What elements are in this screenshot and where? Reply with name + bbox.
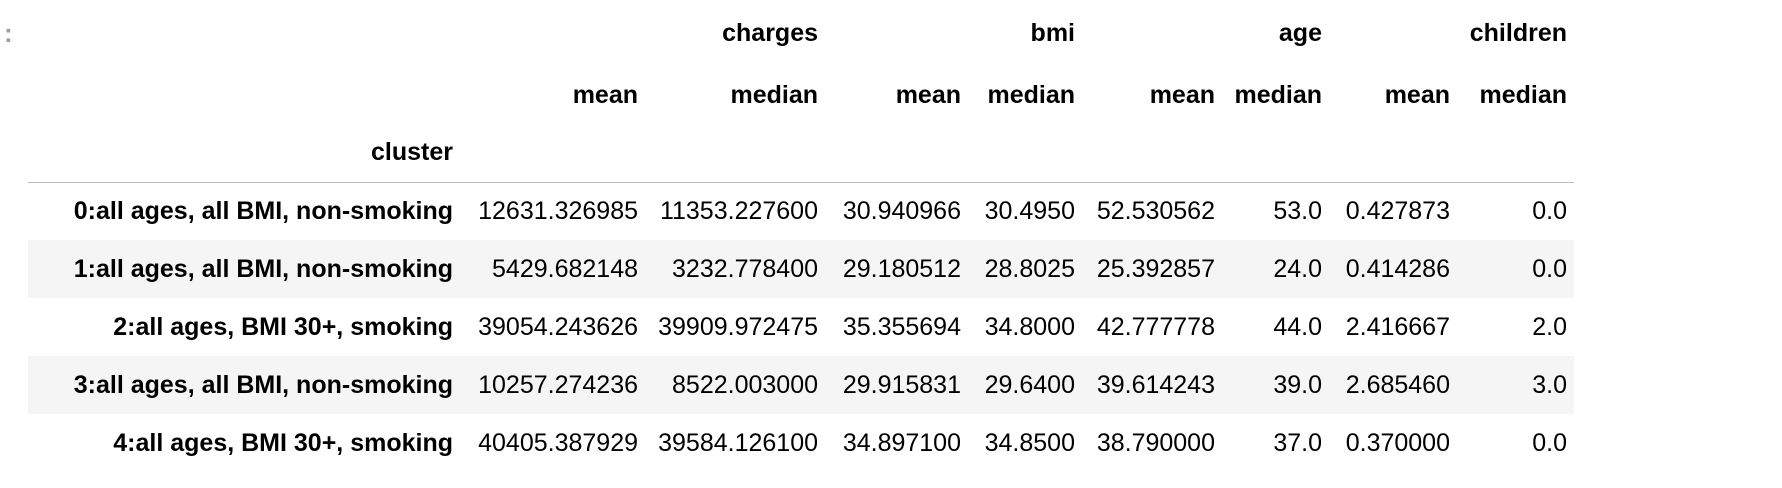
table-cell: 11353.227600 (659, 196, 818, 225)
header-stat: mean (1149, 80, 1215, 109)
row-index-label: 3:all ages, all BMI, non-smoking (73, 370, 453, 399)
table-cell: 39054.243626 (478, 312, 638, 341)
header-stat: mean (572, 80, 638, 109)
table-cell: 0.0 (1532, 428, 1567, 457)
header-empty (1457, 124, 1574, 183)
table-cell: 30.4950 (984, 196, 1075, 225)
header-empty (645, 124, 825, 183)
table-cell: 5429.682148 (492, 254, 638, 283)
header-blank (28, 0, 460, 66)
table-cell: 8522.003000 (672, 370, 818, 399)
table-cell: 52.530562 (1096, 196, 1215, 225)
table-cell: 35.355694 (842, 312, 961, 341)
table-cell: 39.0 (1273, 370, 1322, 399)
header-empty (1082, 124, 1222, 183)
table-cell: 0.370000 (1345, 428, 1450, 457)
table-cell: 39584.126100 (658, 428, 818, 457)
header-stat: median (1234, 80, 1322, 109)
column-group-header-row: charges bmi age children (28, 0, 1574, 66)
header-empty (460, 124, 645, 183)
header-group-children: children (1469, 18, 1567, 47)
table-cell: 39909.972475 (658, 312, 818, 341)
table-cell: 44.0 (1273, 312, 1322, 341)
table-cell: 34.897100 (842, 428, 961, 457)
header-group-charges: charges (722, 18, 818, 47)
index-name-header-row: cluster (28, 124, 1574, 183)
table-row: 0:all ages, all BMI, non-smoking 12631.3… (28, 182, 1574, 240)
table-cell: 34.8000 (984, 312, 1075, 341)
table-cell: 37.0 (1273, 428, 1322, 457)
table-row: 4:all ages, BMI 30+, smoking 40405.38792… (28, 414, 1574, 472)
table-row: 1:all ages, all BMI, non-smoking 5429.68… (28, 240, 1574, 298)
row-index-label: 1:all ages, all BMI, non-smoking (73, 254, 453, 283)
table-cell: 0.0 (1532, 196, 1567, 225)
table-cell: 29.915831 (842, 370, 961, 399)
header-empty (1222, 124, 1329, 183)
table-cell: 24.0 (1273, 254, 1322, 283)
table-cell: 40405.387929 (478, 428, 638, 457)
header-empty (825, 124, 968, 183)
header-stat: median (730, 80, 818, 109)
table-cell: 53.0 (1273, 196, 1322, 225)
header-stat: median (987, 80, 1075, 109)
table-cell: 30.940966 (842, 196, 961, 225)
header-stat: mean (895, 80, 961, 109)
output-prompt: : (4, 18, 13, 48)
table-cell: 29.180512 (842, 254, 961, 283)
table-cell: 12631.326985 (478, 196, 638, 225)
table-cell: 39.614243 (1096, 370, 1215, 399)
header-stat: mean (1384, 80, 1450, 109)
header-group-bmi: bmi (1030, 18, 1075, 47)
table-cell: 34.8500 (984, 428, 1075, 457)
index-name-label: cluster (28, 124, 460, 183)
table-cell: 2.0 (1532, 312, 1567, 341)
table-cell: 2.685460 (1345, 370, 1450, 399)
table-cell: 29.6400 (984, 370, 1075, 399)
table-cell: 28.8025 (984, 254, 1075, 283)
row-index-label: 2:all ages, BMI 30+, smoking (113, 312, 453, 341)
table-cell: 3232.778400 (672, 254, 818, 283)
header-group-age: age (1278, 18, 1322, 47)
dataframe-output: charges bmi age children mean median mea… (28, 0, 1574, 472)
table-cell: 0.427873 (1345, 196, 1450, 225)
header-blank (28, 66, 460, 124)
row-index-label: 4:all ages, BMI 30+, smoking (113, 428, 453, 457)
table-row: 2:all ages, BMI 30+, smoking 39054.24362… (28, 298, 1574, 356)
dataframe-table: charges bmi age children mean median mea… (28, 0, 1574, 472)
table-cell: 25.392857 (1096, 254, 1215, 283)
table-cell: 2.416667 (1345, 312, 1450, 341)
table-cell: 42.777778 (1096, 312, 1215, 341)
header-empty (968, 124, 1082, 183)
table-cell: 10257.274236 (478, 370, 638, 399)
table-cell: 0.0 (1532, 254, 1567, 283)
table-cell: 38.790000 (1096, 428, 1215, 457)
column-stat-header-row: mean median mean median mean median mean… (28, 66, 1574, 124)
header-stat: median (1479, 80, 1567, 109)
table-cell: 3.0 (1532, 370, 1567, 399)
header-empty (1329, 124, 1457, 183)
table-cell: 0.414286 (1345, 254, 1450, 283)
row-index-label: 0:all ages, all BMI, non-smoking (73, 196, 453, 225)
table-row: 3:all ages, all BMI, non-smoking 10257.2… (28, 356, 1574, 414)
